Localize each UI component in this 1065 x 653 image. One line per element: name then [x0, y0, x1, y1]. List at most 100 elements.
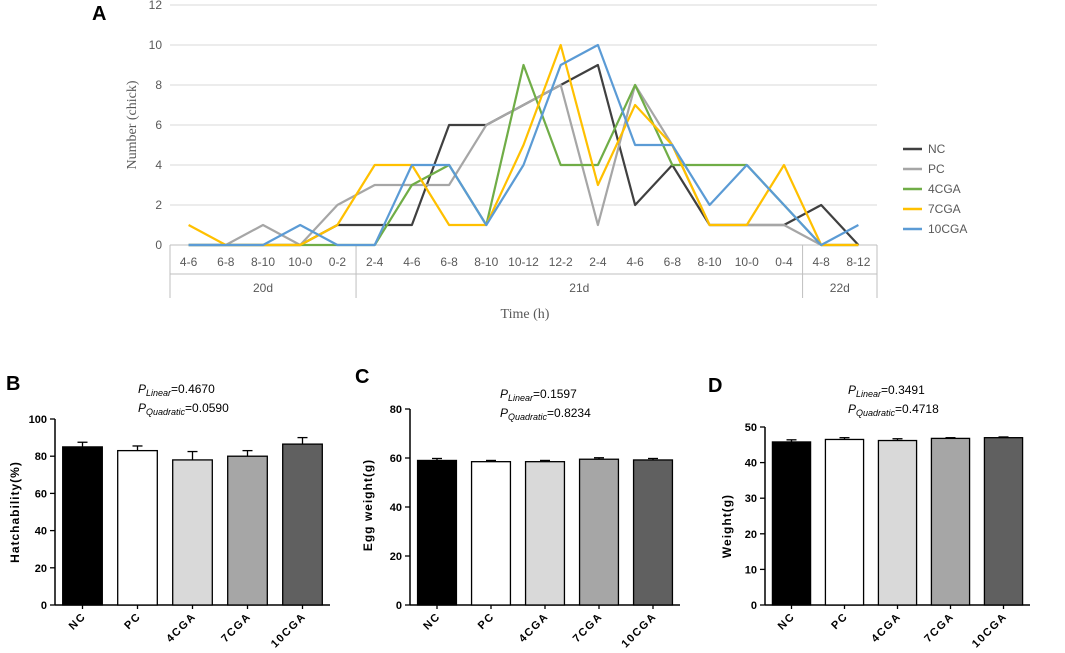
bar-7cga	[227, 455, 268, 606]
y-tick-label: 10	[745, 564, 757, 576]
y-axis-label: Egg weight(g)	[361, 459, 375, 551]
y-tick-label: 4	[155, 158, 162, 172]
series-line-10cga	[188, 43, 859, 247]
bar-4cga	[877, 439, 918, 606]
p-linear-subscript: Linear	[856, 389, 882, 399]
bar-chart-panel-c: C Egg weight(g) PLinear=0.1597PQuadratic…	[355, 366, 680, 650]
x-tick-label: 8-10	[251, 255, 275, 269]
y-tick-label: 80	[390, 404, 402, 416]
p-linear-subscript: Linear	[508, 393, 534, 403]
legend-label-10cga: 10CGA	[928, 222, 967, 236]
p-symbol: P	[848, 402, 856, 416]
x-tick-label: PC	[476, 611, 497, 632]
bar-pc	[117, 449, 158, 606]
bar-pc	[470, 461, 512, 606]
y-axis-label: Weight(g)	[720, 494, 734, 558]
x-tick-label: 4-6	[403, 255, 421, 269]
p-linear-value: =0.1597	[533, 387, 577, 401]
x-tick-label: 8-10	[474, 255, 498, 269]
x-tick-label: 8-12	[846, 255, 870, 269]
gridlines	[169, 4, 878, 298]
p-quadratic-subscript: Quadratic	[508, 412, 548, 422]
p-symbol: P	[500, 387, 508, 401]
p-quadratic-subscript: Quadratic	[146, 407, 186, 417]
legend-label-7cga: 7CGA	[928, 202, 961, 216]
bar-nc	[62, 446, 103, 606]
y-tick-label: 0	[751, 600, 757, 612]
bar-4cga	[172, 459, 213, 606]
p-symbol: P	[848, 383, 856, 397]
x-tick-label: 7CGA	[571, 611, 605, 645]
y-tick-label: 12	[149, 0, 163, 12]
y-tick-label: 2	[155, 198, 162, 212]
x-tick-label: 6-8	[217, 255, 235, 269]
bar-nc	[416, 459, 458, 606]
y-tick-label: 8	[155, 78, 162, 92]
y-tick-label: 40	[745, 458, 757, 470]
y-tick-label: 40	[390, 502, 402, 514]
bar-chart-panel-b: B Hatchability(%) PLinear=0.4670PQuadrat…	[6, 373, 330, 650]
y-tick-label: 30	[745, 493, 757, 505]
x-tick-label: 10-0	[735, 255, 759, 269]
y-tick-label: 50	[745, 422, 757, 434]
x-group-labels: 20d 21d 22d	[253, 281, 850, 295]
series-lines	[188, 43, 860, 247]
x-tick-label: 4-8	[813, 255, 831, 269]
bar-nc	[771, 441, 812, 606]
x-tick-labels: 4-6 6-8 8-10 10-0 0-2 2-4 4-6 6-8 8-10 10-12 12-2 2…	[180, 255, 871, 269]
y-tick-label: 0	[155, 238, 162, 252]
x-tick-label: 4-6	[626, 255, 644, 269]
bar-4cga	[524, 461, 566, 606]
p-linear-label: PLinear=0.4670	[138, 382, 215, 398]
p-quadratic-subscript: Quadratic	[856, 408, 896, 418]
group-label: 21d	[569, 281, 589, 295]
x-tick-label: PC	[122, 611, 143, 632]
bar-10cga	[983, 437, 1024, 606]
line-chart-panel-a: A 0 2 4 6 8 10 12 4-6 6-8 8-10 10-0 0-2 2-4 4-6 6-8 8-…	[92, 0, 967, 322]
y-tick-label: 6	[155, 118, 162, 132]
p-symbol: P	[500, 406, 508, 420]
series-line-nc	[188, 63, 860, 247]
panel-label-a: A	[92, 3, 106, 25]
x-tick-label: 10CGA	[269, 611, 309, 651]
series-line-4cga	[188, 63, 859, 247]
x-tick-label: NC	[67, 611, 89, 633]
x-tick-label: 7CGA	[219, 611, 253, 645]
bar-10cga	[282, 443, 323, 606]
p-linear-subscript: Linear	[146, 388, 172, 398]
x-tick-label: 10CGA	[970, 611, 1010, 651]
x-tick-label: 10CGA	[619, 611, 659, 651]
x-tick-label: NC	[421, 611, 443, 633]
p-quadratic-label: PQuadratic=0.4718	[848, 402, 939, 418]
bar-7cga	[930, 437, 971, 606]
x-tick-label: 4CGA	[517, 611, 551, 645]
p-quadratic-label: PQuadratic=0.8234	[500, 406, 591, 422]
x-tick-label: 8-10	[698, 255, 722, 269]
y-tick-label: 0	[396, 600, 402, 612]
y-tick-label: 100	[29, 414, 47, 426]
x-tick-label: 0-4	[775, 255, 793, 269]
p-symbol: P	[138, 382, 146, 396]
x-axis-label: Time (h)	[501, 307, 550, 322]
p-symbol: P	[138, 401, 146, 415]
x-tick-label: PC	[829, 611, 850, 632]
bar-10cga	[632, 459, 674, 606]
series-line-7cga	[188, 43, 859, 247]
y-tick-labels: 0 2 4 6 8 10 12	[149, 0, 163, 252]
legend-label-nc: NC	[928, 142, 946, 156]
p-quadratic-value: =0.4718	[895, 402, 939, 416]
y-tick-label: 0	[41, 600, 47, 612]
p-linear-value: =0.4670	[171, 382, 215, 396]
y-axis-label: Hatchability(%)	[8, 461, 22, 563]
x-tick-label: 6-8	[664, 255, 682, 269]
legend-label-4cga: 4CGA	[928, 182, 961, 196]
x-tick-label: 10-12	[508, 255, 539, 269]
y-tick-label: 20	[745, 529, 757, 541]
bar-chart-panel-d: D Weight(g) PLinear=0.3491PQuadratic=0.4…	[708, 375, 1030, 650]
x-tick-label: 2-4	[366, 255, 384, 269]
p-quadratic-value: =0.0590	[185, 401, 229, 415]
p-quadratic-label: PQuadratic=0.0590	[138, 401, 229, 417]
y-tick-label: 60	[35, 488, 47, 500]
y-tick-label: 40	[35, 526, 47, 538]
